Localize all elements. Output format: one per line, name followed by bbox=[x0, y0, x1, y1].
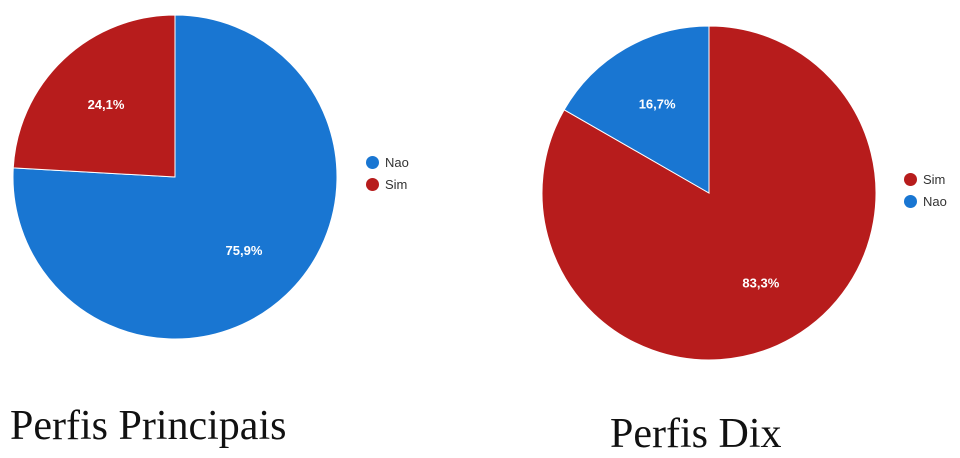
legend-swatch-nao bbox=[366, 155, 379, 169]
legend-label: Nao bbox=[923, 193, 947, 209]
slice-label-sim: 83,3% bbox=[742, 276, 779, 291]
legend-label: Sim bbox=[385, 176, 408, 192]
chart-title: Perfis Dix bbox=[610, 411, 782, 457]
legend-item: Sim bbox=[366, 173, 409, 195]
slice-label-sim: 24,1% bbox=[88, 97, 125, 112]
slice-label-nao: 75,9% bbox=[226, 243, 263, 258]
legend-item: Nao bbox=[366, 151, 409, 173]
pie-slice-nao bbox=[563, 25, 710, 194]
legend-swatch-nao bbox=[904, 194, 917, 208]
legend-label: Sim bbox=[923, 171, 946, 187]
legend-swatch-sim bbox=[366, 177, 379, 191]
slice-label-nao: 16,7% bbox=[639, 96, 676, 111]
legend-label: Nao bbox=[385, 154, 409, 170]
chart-perfis-principais: 75,9% 24,1% Nao Sim Perfis Principais bbox=[10, 14, 409, 449]
pie-chart-perfis-principais: 75,9% 24,1% bbox=[12, 14, 338, 340]
chart-perfis-dix: 83,3% 16,7% Sim Nao Perfis Dix bbox=[480, 0, 960, 458]
legend-item: Sim bbox=[904, 168, 947, 190]
pie-chart-perfis-dix: 83,3% 16,7% bbox=[541, 25, 877, 361]
legend-perfis-dix: Sim Nao bbox=[904, 168, 947, 212]
legend-swatch-sim bbox=[904, 172, 917, 186]
legend-perfis-principais: Nao Sim bbox=[366, 151, 409, 195]
legend-item: Nao bbox=[904, 190, 947, 212]
chart-title: Perfis Principais bbox=[10, 403, 287, 449]
pie-slice-sim bbox=[12, 14, 176, 178]
